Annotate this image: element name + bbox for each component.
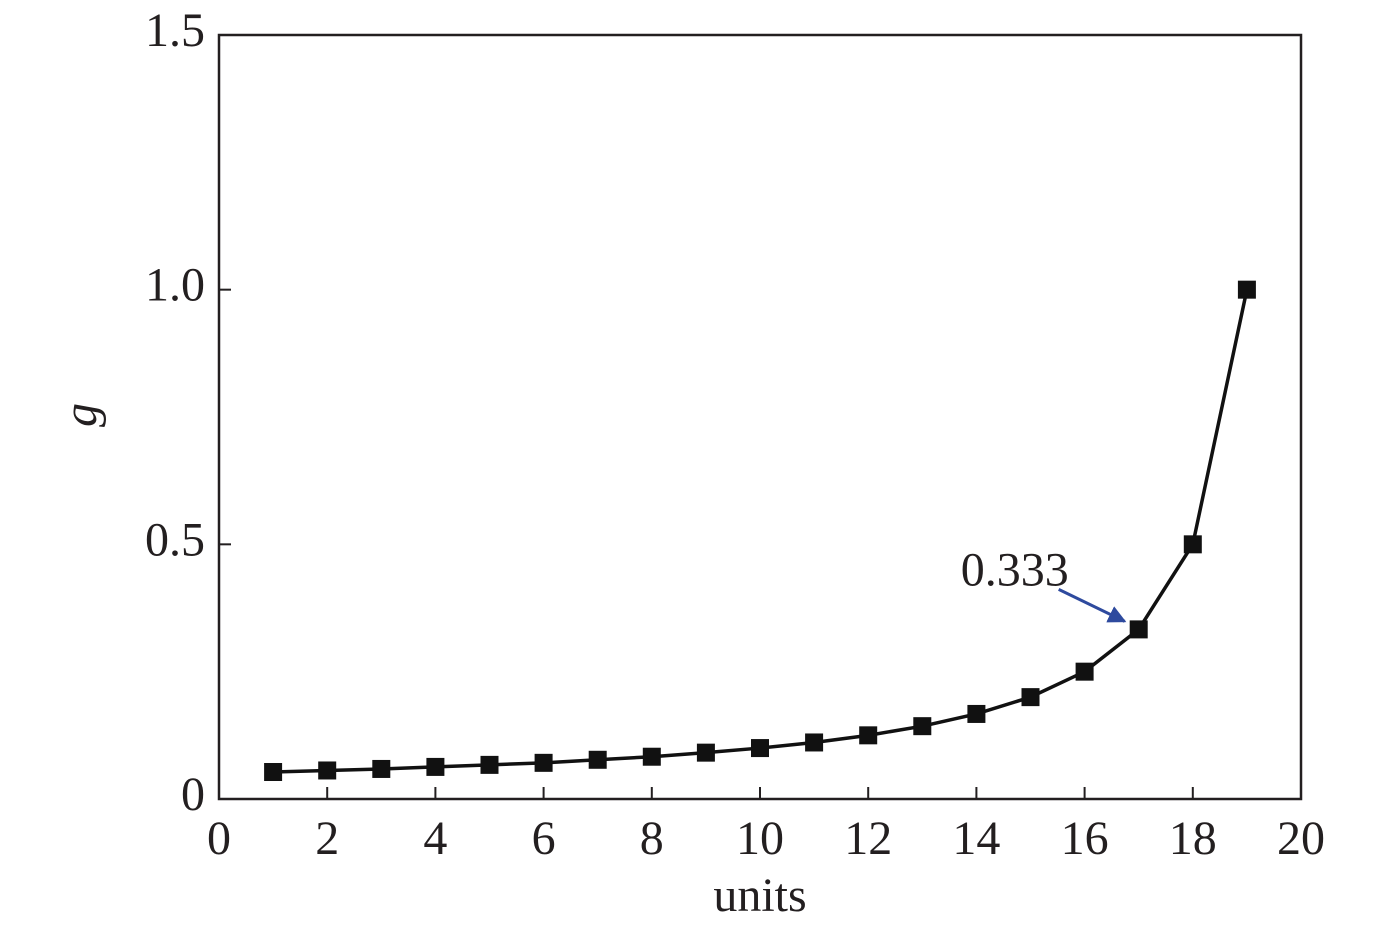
x-tick-label: 14 (952, 812, 1000, 865)
marker (696, 743, 715, 762)
marker (913, 717, 932, 736)
y-tick-label: 1.5 (145, 4, 205, 57)
annotation-text: 0.333 (961, 543, 1069, 596)
marker (318, 761, 337, 780)
x-tick-label: 0 (207, 812, 231, 865)
x-tick-label: 8 (640, 812, 664, 865)
y-tick-label: 0.5 (145, 513, 205, 566)
x-tick-label: 12 (844, 812, 892, 865)
y-axis-label: g (54, 403, 107, 427)
x-tick-label: 16 (1061, 812, 1109, 865)
series-line (273, 289, 1249, 774)
marker (1021, 688, 1040, 707)
marker (480, 755, 499, 774)
marker (1237, 280, 1256, 299)
marker (805, 733, 824, 752)
marker (642, 747, 661, 766)
marker (534, 753, 553, 772)
marker (372, 759, 391, 778)
marker (1183, 535, 1202, 554)
marker (967, 704, 986, 723)
marker (751, 739, 769, 758)
marker (859, 726, 878, 745)
x-tick-label: 6 (532, 812, 556, 865)
marker (1075, 662, 1094, 681)
x-tick-label: 4 (423, 812, 447, 865)
y-tick-label: 0 (181, 768, 205, 821)
annotation-arrow (1058, 588, 1127, 623)
x-tick-label: 2 (315, 812, 339, 865)
x-tick-label: 10 (736, 812, 784, 865)
marker (264, 763, 283, 782)
x-tick-label: 18 (1169, 812, 1217, 865)
plot-frame (217, 33, 1303, 801)
y-tick-label: 1.0 (145, 259, 205, 312)
marker (1129, 620, 1148, 639)
x-axis-label: units (713, 869, 806, 922)
x-tick-label: 20 (1277, 812, 1325, 865)
marker (588, 750, 607, 769)
marker (426, 757, 445, 776)
